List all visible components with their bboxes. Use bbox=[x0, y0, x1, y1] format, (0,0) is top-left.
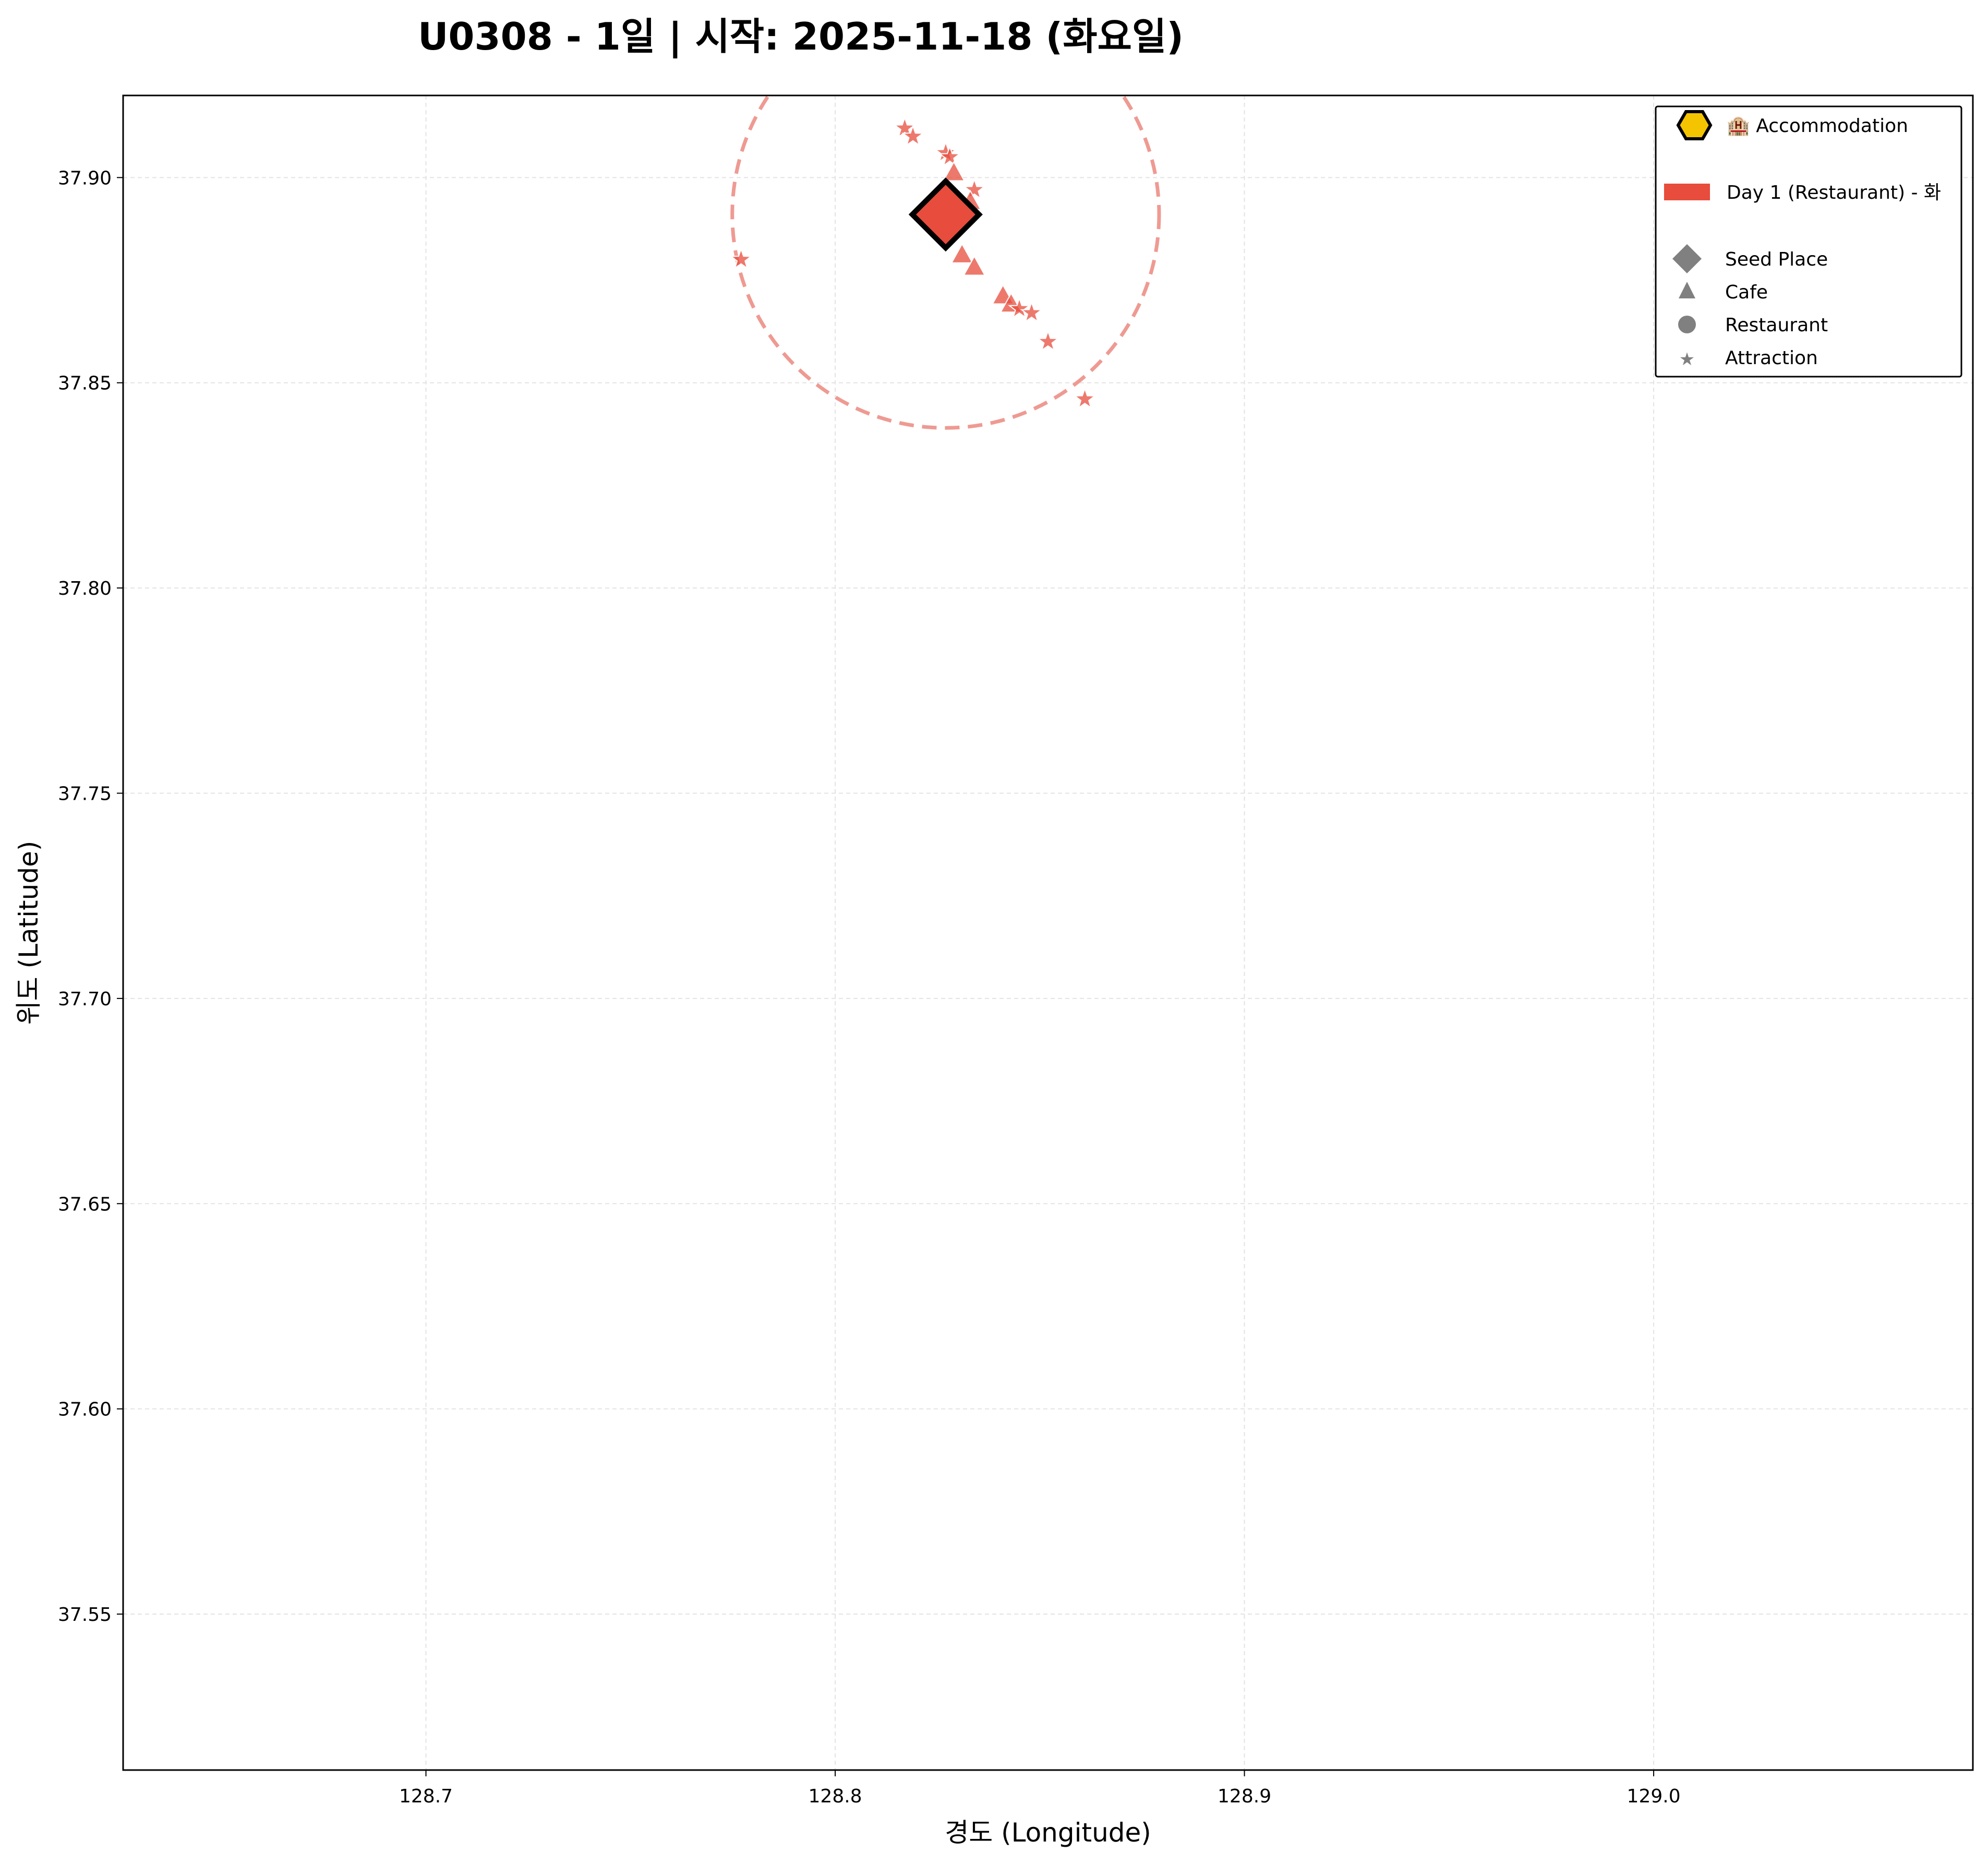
grid bbox=[123, 95, 1973, 1770]
legend: 🏨 Accommodation Day 1 (Restaurant) - 화 S… bbox=[1655, 105, 1962, 378]
x-tick-label: 128.8 bbox=[809, 1786, 862, 1807]
x-tick-label: 129.0 bbox=[1627, 1786, 1681, 1807]
legend-attraction-label: Attraction bbox=[1725, 347, 1818, 369]
legend-frame bbox=[1655, 105, 1962, 378]
diamond-icon bbox=[1672, 244, 1702, 273]
circle-icon bbox=[1678, 316, 1696, 333]
star-icon: ★ bbox=[1679, 349, 1695, 370]
cafe-point bbox=[942, 161, 966, 182]
cafe-point bbox=[963, 255, 986, 276]
chart-title: U0308 - 1일 | 시작: 2025-11-18 (화요일) bbox=[418, 15, 1184, 59]
legend-accommodation-label: 🏨 Accommodation bbox=[1727, 115, 1908, 137]
legend-cafe-label: Cafe bbox=[1725, 282, 1768, 303]
attraction-point bbox=[1020, 300, 1043, 323]
y-tick-label: 37.60 bbox=[58, 1399, 112, 1421]
x-ticks: 128.7 128.8 128.9 129.0 bbox=[399, 1770, 1681, 1807]
attraction-point bbox=[1008, 297, 1031, 319]
attraction-point bbox=[962, 177, 986, 200]
y-tick-label: 37.85 bbox=[58, 373, 112, 394]
radius-circle bbox=[730, 95, 1161, 430]
x-tick-label: 128.9 bbox=[1218, 1786, 1271, 1807]
attraction-point bbox=[901, 124, 925, 147]
y-axis-label: 위도 (Latitude) bbox=[14, 841, 44, 1025]
legend-restaurant-label: Restaurant bbox=[1725, 315, 1828, 336]
y-tick-label: 37.70 bbox=[58, 989, 112, 1010]
hexagon-icon bbox=[1676, 110, 1713, 140]
cafe-point bbox=[950, 243, 973, 263]
y-tick-label: 37.80 bbox=[58, 578, 112, 599]
x-axis-label: 경도 (Longitude) bbox=[945, 1818, 1151, 1848]
y-tick-label: 37.75 bbox=[58, 784, 112, 805]
triangle-icon bbox=[1679, 282, 1695, 298]
seed-place-marker bbox=[908, 177, 983, 252]
attraction-point bbox=[938, 145, 961, 167]
y-tick-label: 37.65 bbox=[58, 1194, 112, 1215]
attraction-point bbox=[1073, 387, 1097, 409]
x-tick-label: 128.7 bbox=[399, 1786, 453, 1807]
plot-content bbox=[729, 95, 1161, 430]
legend-day1-label: Day 1 (Restaurant) - 화 bbox=[1727, 182, 1941, 203]
legend-seed-label: Seed Place bbox=[1725, 249, 1828, 270]
plot-frame bbox=[122, 94, 1974, 1771]
y-tick-label: 37.90 bbox=[58, 167, 112, 189]
y-tick-label: 37.55 bbox=[58, 1604, 112, 1626]
y-ticks: 37.55 37.60 37.65 37.70 37.75 37.80 37.85 37.90 bbox=[58, 167, 123, 1626]
day1-legend-patch bbox=[1664, 184, 1710, 200]
attraction-point bbox=[1037, 330, 1059, 352]
attraction-point bbox=[729, 247, 753, 270]
attraction-point bbox=[893, 116, 917, 138]
